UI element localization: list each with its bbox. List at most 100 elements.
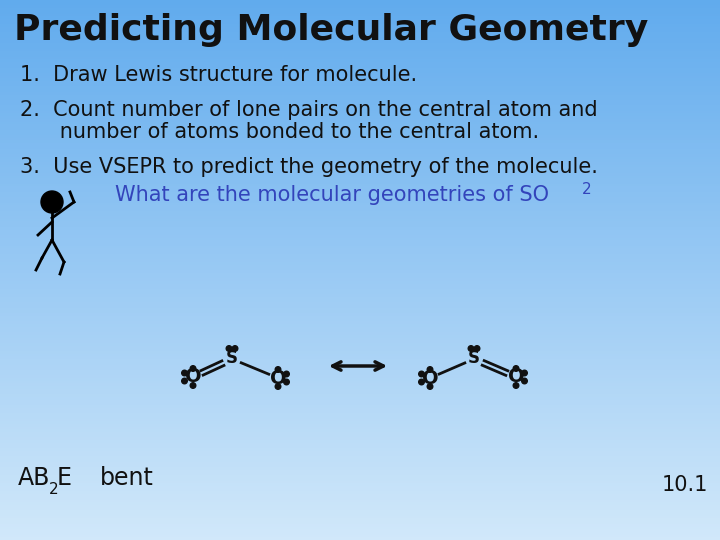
Text: O: O xyxy=(185,368,202,387)
Bar xyxy=(0,494,720,497)
Bar xyxy=(0,532,720,535)
Bar xyxy=(0,267,720,270)
Bar xyxy=(0,383,720,386)
Bar xyxy=(0,421,720,424)
Bar xyxy=(0,167,720,170)
Text: 2: 2 xyxy=(49,482,58,497)
Bar xyxy=(0,454,720,456)
Bar xyxy=(0,362,720,364)
Bar xyxy=(0,381,720,383)
Bar xyxy=(0,124,720,127)
Bar xyxy=(0,356,720,359)
Circle shape xyxy=(513,383,519,388)
Bar xyxy=(0,49,720,51)
Bar xyxy=(0,68,720,70)
Bar xyxy=(0,316,720,319)
Bar xyxy=(0,40,720,43)
Bar xyxy=(0,424,720,427)
Bar xyxy=(0,43,720,46)
Bar xyxy=(0,122,720,124)
Bar xyxy=(0,343,720,346)
Bar xyxy=(0,251,720,254)
Bar xyxy=(0,119,720,122)
Bar xyxy=(0,146,720,148)
Bar xyxy=(0,54,720,57)
Bar xyxy=(0,235,720,238)
Bar xyxy=(0,408,720,410)
Bar xyxy=(0,521,720,524)
Bar xyxy=(0,111,720,113)
Circle shape xyxy=(427,384,433,389)
Circle shape xyxy=(232,346,238,352)
Bar xyxy=(0,313,720,316)
Bar xyxy=(0,413,720,416)
Text: number of atoms bonded to the central atom.: number of atoms bonded to the central at… xyxy=(20,122,539,142)
Bar xyxy=(0,57,720,59)
Bar xyxy=(0,132,720,135)
Bar xyxy=(0,200,720,202)
Bar xyxy=(0,472,720,475)
Bar xyxy=(0,440,720,443)
Bar xyxy=(0,246,720,248)
Bar xyxy=(0,103,720,105)
Bar xyxy=(0,227,720,229)
Bar xyxy=(0,394,720,397)
Bar xyxy=(0,170,720,173)
Bar xyxy=(0,427,720,429)
Bar xyxy=(0,351,720,354)
Bar xyxy=(0,262,720,265)
Bar xyxy=(0,70,720,73)
Bar xyxy=(0,3,720,5)
Bar xyxy=(0,51,720,54)
Bar xyxy=(0,378,720,381)
Bar xyxy=(0,308,720,310)
Bar xyxy=(0,464,720,467)
Circle shape xyxy=(522,370,527,376)
Bar xyxy=(0,500,720,502)
Bar xyxy=(0,386,720,389)
Bar xyxy=(0,81,720,84)
Bar xyxy=(0,319,720,321)
Bar xyxy=(0,181,720,184)
Bar xyxy=(0,135,720,138)
Text: What are the molecular geometries of SO: What are the molecular geometries of SO xyxy=(115,185,549,205)
Bar xyxy=(0,302,720,305)
Bar xyxy=(0,140,720,143)
Bar xyxy=(0,491,720,494)
Bar xyxy=(0,489,720,491)
Bar xyxy=(0,5,720,8)
Bar xyxy=(0,529,720,532)
Bar xyxy=(0,84,720,86)
Bar xyxy=(0,184,720,186)
Bar xyxy=(0,432,720,435)
Bar xyxy=(0,176,720,178)
Bar xyxy=(0,451,720,454)
Text: bent: bent xyxy=(100,466,154,490)
Bar xyxy=(0,289,720,292)
Text: 1.  Draw Lewis structure for molecule.: 1. Draw Lewis structure for molecule. xyxy=(20,65,417,85)
Bar xyxy=(0,230,720,232)
Bar xyxy=(0,254,720,256)
Bar xyxy=(0,86,720,89)
Text: 2.  Count number of lone pairs on the central atom and: 2. Count number of lone pairs on the cen… xyxy=(20,100,598,120)
Bar xyxy=(0,367,720,370)
Bar xyxy=(0,273,720,275)
Bar xyxy=(0,329,720,332)
Bar xyxy=(0,108,720,111)
Text: S: S xyxy=(468,349,480,367)
Bar xyxy=(0,100,720,103)
Bar xyxy=(0,524,720,526)
Bar xyxy=(0,410,720,413)
Bar xyxy=(0,435,720,437)
Bar xyxy=(0,400,720,402)
Bar xyxy=(0,46,720,49)
Bar xyxy=(0,375,720,378)
Bar xyxy=(0,62,720,65)
Text: AB: AB xyxy=(18,466,50,490)
Bar xyxy=(0,537,720,540)
Bar xyxy=(0,348,720,351)
Text: Predicting Molecular Geometry: Predicting Molecular Geometry xyxy=(14,13,648,47)
Circle shape xyxy=(284,371,289,377)
Bar xyxy=(0,113,720,116)
Text: O: O xyxy=(422,368,438,388)
